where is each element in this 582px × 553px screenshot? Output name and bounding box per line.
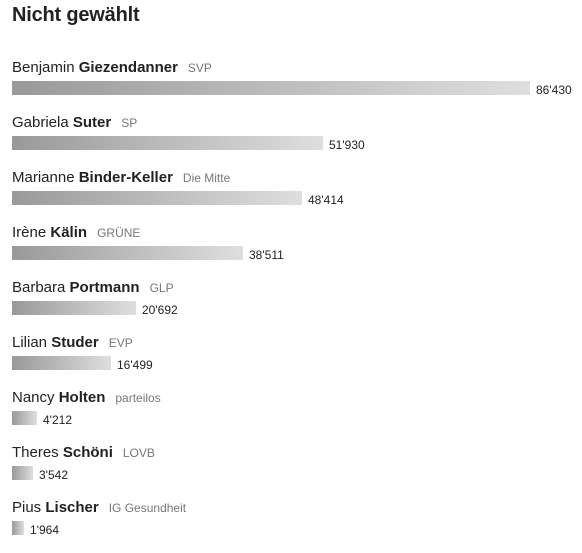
candidate-first-name: Benjamin bbox=[12, 59, 75, 76]
candidate-first-name: Lilian bbox=[12, 334, 48, 351]
vote-value-label: 1'964 bbox=[30, 523, 59, 537]
vote-bar bbox=[12, 411, 37, 425]
bar-line: 1'964 bbox=[12, 521, 59, 537]
candidate-row: Lilian Studer EVP 16'499 bbox=[12, 333, 578, 388]
vote-value-label: 38'511 bbox=[249, 248, 284, 262]
candidate-name: Theres Schöni LOVB bbox=[12, 443, 155, 463]
party-label: parteilos bbox=[115, 391, 161, 405]
bar-line: 86'430 bbox=[12, 81, 572, 97]
candidate-last-name: Giezendanner bbox=[78, 59, 178, 76]
candidate-row: Benjamin Giezendanner SVP 86'430 bbox=[12, 58, 578, 113]
party-label: Die Mitte bbox=[182, 171, 231, 185]
candidate-row: Pius Lischer IG Gesundheit 1'964 bbox=[12, 498, 578, 553]
candidate-first-name: Marianne bbox=[12, 169, 75, 186]
vote-value-label: 86'430 bbox=[536, 83, 572, 97]
candidate-last-name: Kälin bbox=[50, 224, 88, 241]
vote-bar bbox=[12, 356, 111, 370]
candidate-row: Irène Kälin GRÜNE 38'511 bbox=[12, 223, 578, 278]
chart-title: Nicht gewählt bbox=[12, 4, 140, 26]
candidate-row: Marianne Binder-Keller Die Mitte 48'414 bbox=[12, 168, 578, 223]
candidate-last-name: Holten bbox=[58, 389, 106, 406]
vote-value-label: 48'414 bbox=[308, 193, 344, 207]
vote-value-label: 3'542 bbox=[39, 468, 68, 482]
party-label: SP bbox=[121, 116, 138, 130]
candidate-name: Barbara Portmann GLP bbox=[12, 278, 174, 298]
vote-bar bbox=[12, 81, 530, 95]
party-label: GLP bbox=[149, 281, 174, 295]
bar-line: 3'542 bbox=[12, 466, 68, 482]
party-label: LOVB bbox=[122, 446, 155, 460]
candidate-name: Nancy Holten parteilos bbox=[12, 388, 161, 408]
candidate-last-name: Suter bbox=[72, 114, 112, 131]
candidate-last-name: Schöni bbox=[62, 444, 113, 461]
vote-bar bbox=[12, 466, 33, 480]
bar-line: 48'414 bbox=[12, 191, 344, 207]
candidate-name: Gabriela Suter SP bbox=[12, 113, 137, 133]
candidate-row: Barbara Portmann GLP 20'692 bbox=[12, 278, 578, 333]
candidate-name: Benjamin Giezendanner SVP bbox=[12, 58, 212, 78]
vote-value-label: 16'499 bbox=[117, 358, 153, 372]
candidate-name: Pius Lischer IG Gesundheit bbox=[12, 498, 186, 518]
candidate-first-name: Gabriela bbox=[12, 114, 69, 131]
bar-line: 51'930 bbox=[12, 136, 365, 152]
party-label: SVP bbox=[187, 61, 212, 75]
party-label: EVP bbox=[108, 336, 133, 350]
candidate-first-name: Nancy bbox=[12, 389, 55, 406]
candidate-first-name: Theres bbox=[12, 444, 59, 461]
candidate-last-name: Portmann bbox=[69, 279, 140, 296]
candidate-last-name: Lischer bbox=[45, 499, 99, 516]
vote-bar bbox=[12, 301, 136, 315]
vote-bar bbox=[12, 191, 302, 205]
candidate-name: Marianne Binder-Keller Die Mitte bbox=[12, 168, 230, 188]
vote-value-label: 4'212 bbox=[43, 413, 72, 427]
candidate-first-name: Irène bbox=[12, 224, 47, 241]
party-label: IG Gesundheit bbox=[108, 501, 187, 515]
bar-line: 4'212 bbox=[12, 411, 72, 427]
vote-bar bbox=[12, 136, 323, 150]
bar-line: 16'499 bbox=[12, 356, 153, 372]
candidate-first-name: Barbara bbox=[12, 279, 66, 296]
party-label: GRÜNE bbox=[97, 226, 141, 240]
vote-bar bbox=[12, 521, 24, 535]
bar-line: 38'511 bbox=[12, 246, 284, 262]
candidate-row: Nancy Holten parteilos 4'212 bbox=[12, 388, 578, 443]
candidate-row: Gabriela Suter SP 51'930 bbox=[12, 113, 578, 168]
candidate-last-name: Studer bbox=[51, 334, 99, 351]
vote-bar bbox=[12, 246, 243, 260]
candidate-name: Lilian Studer EVP bbox=[12, 333, 133, 353]
candidate-last-name: Binder-Keller bbox=[78, 169, 173, 186]
bar-line: 20'692 bbox=[12, 301, 178, 317]
vote-value-label: 20'692 bbox=[142, 303, 178, 317]
candidate-row: Theres Schöni LOVB 3'542 bbox=[12, 443, 578, 498]
vote-value-label: 51'930 bbox=[329, 138, 365, 152]
candidate-first-name: Pius bbox=[12, 499, 42, 516]
candidate-list: Benjamin Giezendanner SVP 86'430 Gabriela S… bbox=[12, 58, 578, 553]
candidate-name: Irène Kälin GRÜNE bbox=[12, 223, 140, 243]
